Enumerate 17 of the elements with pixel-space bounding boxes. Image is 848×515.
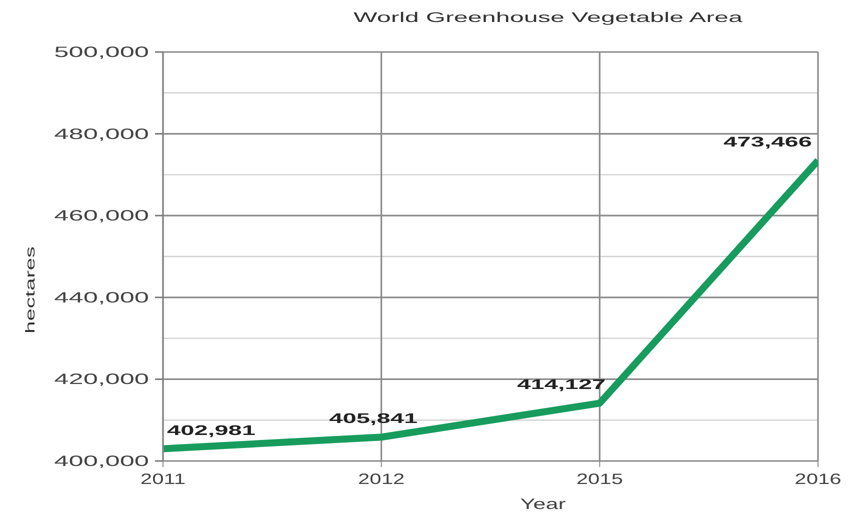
chart-title: World Greenhouse Vegetable Area bbox=[353, 9, 743, 25]
x-tick-label: 2011 bbox=[140, 470, 186, 488]
x-tick-label: 2012 bbox=[358, 470, 405, 488]
y-tick-label: 440,000 bbox=[54, 289, 150, 306]
x-tick-label: 2016 bbox=[794, 470, 842, 488]
x-axis-title: Year bbox=[520, 496, 566, 513]
data-label: 402,981 bbox=[167, 422, 256, 438]
data-label: 414,127 bbox=[517, 377, 606, 393]
data-label: 473,466 bbox=[723, 134, 812, 150]
y-axis-title: hectares bbox=[22, 246, 38, 334]
y-tick-label: 480,000 bbox=[54, 125, 150, 142]
y-tick-label: 400,000 bbox=[54, 452, 150, 470]
y-tick-label: 500,000 bbox=[54, 44, 150, 61]
x-tick-label: 2015 bbox=[576, 470, 624, 488]
data-label: 405,841 bbox=[329, 411, 418, 427]
y-tick-label: 420,000 bbox=[54, 370, 150, 388]
y-tick-label: 460,000 bbox=[54, 207, 150, 224]
